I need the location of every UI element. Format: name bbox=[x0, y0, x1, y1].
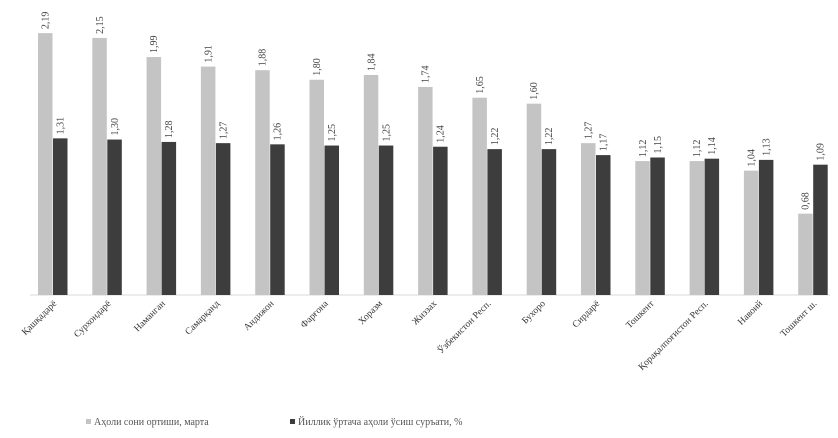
bar-s1-9 bbox=[472, 97, 487, 296]
value-label-s1-8: 1,74 bbox=[421, 65, 432, 83]
bar-s1-10 bbox=[526, 103, 542, 296]
bar-s1-6 bbox=[309, 79, 324, 295]
category-label-15: Тошкент ш. bbox=[779, 299, 819, 339]
bar-s2-3 bbox=[161, 141, 177, 295]
bar-s2-2 bbox=[107, 139, 122, 295]
legend-label-2: Йиллик ўртача аҳоли ўсиш суръати, % bbox=[298, 416, 462, 428]
legend-swatch-1 bbox=[86, 419, 91, 424]
category-label-1: Қашқадарё bbox=[20, 299, 59, 338]
bar-s1-2 bbox=[92, 37, 107, 296]
bar-s1-14 bbox=[743, 170, 759, 295]
bar-s2-10 bbox=[541, 149, 557, 295]
bar-s2-7 bbox=[378, 145, 394, 295]
category-label-5: Андижон bbox=[242, 299, 276, 333]
category-label-12: Тошкент bbox=[625, 298, 657, 330]
value-label-s1-1: 2,19 bbox=[41, 12, 52, 30]
value-label-s2-3: 1,28 bbox=[164, 120, 175, 138]
bar-s2-4 bbox=[215, 143, 231, 295]
category-label-3: Наманган bbox=[133, 299, 168, 334]
bar-s2-13 bbox=[704, 158, 720, 295]
category-label-6: Фарғона bbox=[299, 298, 331, 330]
value-label-s2-9: 1,22 bbox=[490, 128, 501, 146]
bar-s1-15 bbox=[798, 213, 813, 295]
category-label-4: Самарқанд bbox=[184, 299, 222, 337]
bar-s2-14 bbox=[758, 159, 774, 295]
value-label-s2-2: 1,30 bbox=[110, 118, 121, 136]
category-label-14: Навоий bbox=[736, 298, 765, 327]
value-label-s2-13: 1,14 bbox=[707, 137, 718, 155]
bar-s2-15 bbox=[813, 164, 828, 295]
bar-s2-5 bbox=[270, 144, 285, 295]
bar-s1-4 bbox=[200, 66, 216, 295]
value-label-s2-14: 1,13 bbox=[761, 138, 772, 156]
bar-s1-5 bbox=[255, 70, 270, 295]
value-label-s2-10: 1,22 bbox=[544, 128, 555, 146]
category-label-2: Сурхондарё bbox=[73, 299, 114, 340]
value-label-s2-15: 1,09 bbox=[816, 143, 827, 161]
bar-s2-6 bbox=[324, 145, 339, 295]
value-label-s2-11: 1,17 bbox=[599, 134, 610, 152]
value-label-s1-2: 2,15 bbox=[95, 16, 106, 34]
bar-s2-8 bbox=[433, 146, 448, 295]
bar-s2-11 bbox=[596, 155, 611, 295]
value-label-s1-5: 1,88 bbox=[258, 49, 269, 67]
value-label-s1-13: 1,12 bbox=[692, 140, 703, 158]
category-label-9: Ўзбекистон Респ. bbox=[435, 298, 494, 357]
bar-s1-7 bbox=[363, 74, 379, 296]
value-label-s1-12: 1,12 bbox=[638, 140, 649, 158]
category-label-11: Сирдарё bbox=[571, 299, 602, 330]
bar-s2-12 bbox=[650, 157, 665, 295]
value-label-s2-5: 1,26 bbox=[273, 123, 284, 141]
legend-swatch-2 bbox=[290, 419, 295, 424]
value-label-s1-3: 1,99 bbox=[149, 36, 160, 54]
bar-s1-3 bbox=[146, 57, 162, 295]
value-label-s1-7: 1,84 bbox=[366, 53, 377, 71]
value-label-s2-7: 1,25 bbox=[381, 124, 392, 142]
value-label-s1-11: 1,27 bbox=[584, 122, 595, 140]
bar-s1-8 bbox=[418, 86, 433, 295]
value-label-s2-8: 1,24 bbox=[436, 125, 447, 143]
value-label-s1-10: 1,60 bbox=[529, 82, 540, 100]
value-label-s1-4: 1,91 bbox=[203, 45, 214, 63]
legend: Аҳоли сони ортиши, марта Йиллик ўртача аҳ… bbox=[86, 416, 462, 428]
category-label-7: Хоразм bbox=[357, 299, 385, 327]
value-label-s2-6: 1,25 bbox=[327, 124, 338, 142]
legend-label-1: Аҳоли сони ортиши, марта bbox=[94, 417, 209, 428]
bar-s1-12 bbox=[635, 161, 650, 295]
value-label-s1-9: 1,65 bbox=[475, 76, 486, 94]
value-label-s2-1: 1,31 bbox=[56, 117, 67, 135]
bar-s1-1 bbox=[38, 33, 53, 295]
bar-s2-9 bbox=[487, 149, 502, 295]
value-label-s2-12: 1,15 bbox=[653, 136, 664, 154]
value-label-s1-15: 0,68 bbox=[801, 192, 812, 210]
value-label-s1-14: 1,04 bbox=[746, 149, 757, 167]
value-label-s2-4: 1,27 bbox=[218, 122, 229, 140]
bar-s1-13 bbox=[689, 161, 705, 295]
category-label-8: Жиззах bbox=[411, 299, 440, 328]
category-label-10: Бухоро bbox=[521, 299, 548, 326]
value-label-s1-6: 1,80 bbox=[312, 58, 323, 76]
bar-s2-1 bbox=[53, 138, 68, 295]
bar-s1-11 bbox=[581, 143, 596, 295]
